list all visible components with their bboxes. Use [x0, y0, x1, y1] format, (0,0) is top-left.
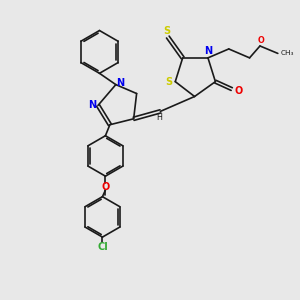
Text: S: S	[163, 26, 170, 35]
Text: O: O	[234, 85, 242, 96]
Text: O: O	[258, 35, 265, 44]
Text: N: N	[204, 46, 212, 56]
Text: N: N	[116, 78, 124, 88]
Text: H: H	[156, 113, 162, 122]
Text: N: N	[88, 100, 97, 110]
Text: CH₃: CH₃	[280, 50, 294, 56]
Text: O: O	[101, 182, 110, 192]
Text: Cl: Cl	[97, 242, 108, 252]
Text: S: S	[165, 76, 172, 87]
